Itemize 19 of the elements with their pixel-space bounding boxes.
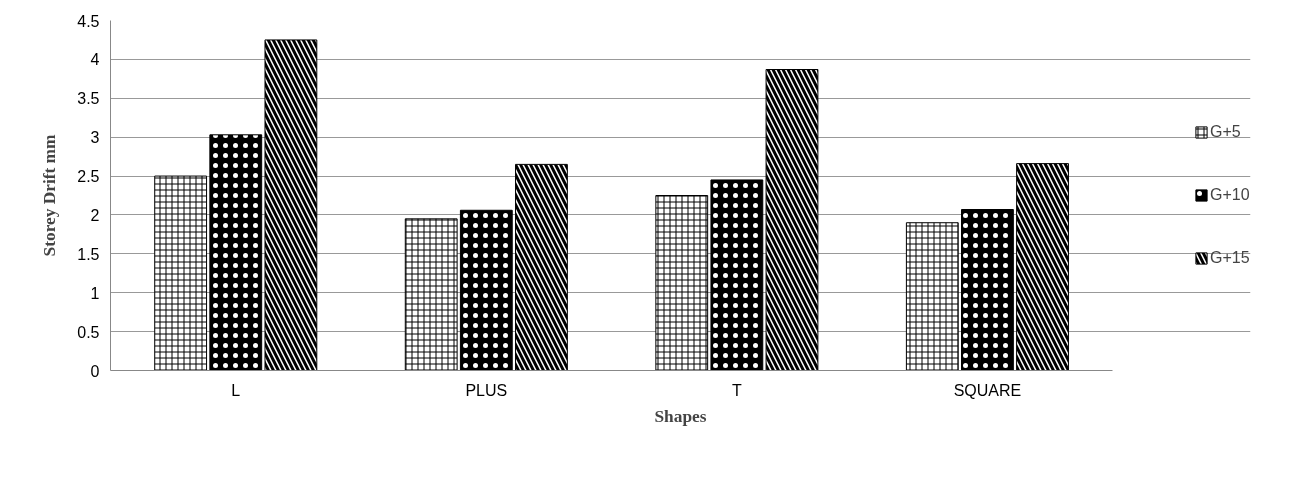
y-tick-label: 1 <box>90 284 100 302</box>
legend-label: G+5 <box>1210 123 1242 141</box>
y-tick-label: 3.5 <box>77 90 100 108</box>
y-tick-label: 0 <box>90 362 100 380</box>
y-tick-label: 2 <box>90 206 100 224</box>
x-axis-title: Shapes <box>654 406 707 426</box>
x-tick-label: T <box>731 381 742 399</box>
y-tick-label: 0.5 <box>77 323 100 341</box>
y-tick-label: 4.5 <box>77 12 100 30</box>
y-tick-label: 1.5 <box>77 245 100 263</box>
y-tick-label: 3 <box>90 129 100 147</box>
legend-label: G+15 <box>1210 249 1250 267</box>
y-axis-title: Storey Drift mm <box>40 133 60 257</box>
y-tick-label: 4 <box>90 51 100 69</box>
y-tick-label: 2.5 <box>77 168 100 186</box>
legend-label: G+10 <box>1210 186 1250 204</box>
x-tick-label: L <box>231 381 241 399</box>
x-tick-label: PLUS <box>465 381 508 399</box>
x-tick-label: SQUARE <box>953 381 1022 399</box>
